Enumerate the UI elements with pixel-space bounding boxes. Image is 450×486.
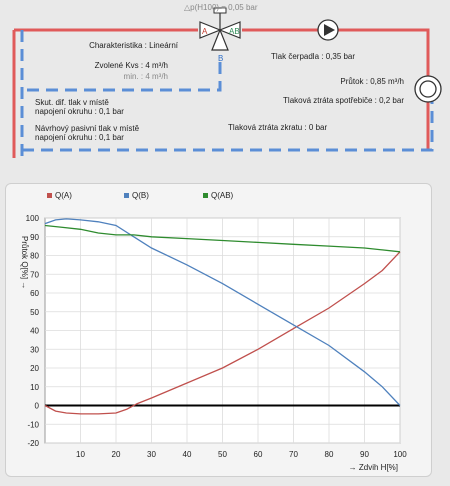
series-line-2 — [44, 218, 401, 406]
kvs-label: Zvolené Kvs : 4 m³/h — [94, 61, 168, 70]
return-pipe-bypass — [22, 62, 222, 92]
legend-item-qab[interactable]: Q(AB) — [203, 191, 233, 201]
consumer-icon[interactable] — [414, 75, 442, 103]
x-tick-label: 10 — [76, 450, 85, 459]
legend-item-qb[interactable]: Q(B) — [124, 191, 149, 201]
bypass-loss-label: Tlaková ztráta zkratu : 0 bar — [228, 123, 328, 132]
legend-swatch-qab — [203, 193, 208, 199]
x-tick-label: 50 — [218, 450, 227, 459]
valve-dp-label: △p(H100) = 0,05 bar — [184, 3, 258, 12]
legend-item-qa[interactable]: Q(A) — [47, 191, 72, 201]
legend-label-qa: Q(A) — [55, 191, 72, 200]
y-tick-label: 50 — [30, 308, 39, 317]
y-tick-label: 100 — [26, 214, 40, 223]
x-tick-label: 60 — [254, 450, 263, 459]
consumer-loss-label: Tlaková ztráta spotřebiče : 0,2 bar — [283, 96, 404, 105]
y-tick-label: 40 — [30, 327, 39, 336]
y-tick-label: -10 — [27, 420, 39, 429]
y-tick-label: 70 — [30, 270, 39, 279]
x-tick-label: 30 — [147, 450, 156, 459]
series-line-1 — [44, 251, 401, 415]
three-way-valve-icon[interactable] — [199, 7, 241, 51]
legend-label-qab: Q(AB) — [211, 191, 234, 200]
design-dp-line1: Návrhový pasivní tlak v místě — [35, 124, 140, 133]
port-b-label: B — [218, 54, 224, 63]
y-axis-label: Průtok Q[%] → — [20, 236, 29, 289]
y-tick-label: 10 — [30, 383, 39, 392]
pump-icon[interactable] — [317, 19, 339, 41]
y-tick-label: 60 — [30, 289, 39, 298]
series-line-3 — [44, 224, 401, 253]
kvs-min-label: min. : 4 m³/h — [123, 72, 168, 81]
x-tick-label: 40 — [183, 450, 192, 459]
x-tick-label: 70 — [289, 450, 298, 459]
x-tick-label: 80 — [325, 450, 334, 459]
legend-swatch-qa — [47, 193, 52, 199]
legend-label-qb: Q(B) — [132, 191, 149, 200]
supply-pipe-top-right — [242, 28, 430, 78]
characteristic-label: Charakteristika : Lineární — [89, 41, 178, 50]
pump-head-label: Tlak čerpadla : 0,35 bar — [271, 52, 356, 61]
x-tick-label: 100 — [393, 450, 407, 459]
y-tick-label: 20 — [30, 364, 39, 373]
return-pipe-bottom — [22, 100, 434, 152]
legend-swatch-qb — [124, 193, 129, 199]
flow-label: Průtok : 0,85 m³/h — [340, 77, 404, 86]
x-tick-label: 20 — [112, 450, 121, 459]
y-tick-label: 90 — [30, 233, 39, 242]
port-ab-label: AB — [229, 27, 240, 36]
y-tick-label: 30 — [30, 345, 39, 354]
port-a-label: A — [202, 27, 208, 36]
actual-dp-line1: Skut. dif. tlak v místě — [35, 98, 109, 107]
x-axis-label: → Zdvih H[%] — [349, 463, 398, 472]
y-tick-label: 0 — [35, 402, 40, 411]
y-tick-label: -20 — [27, 439, 39, 448]
hydraulic-scheme — [12, 7, 442, 158]
design-dp-line2: napojení okruhu : 0,1 bar — [35, 133, 124, 142]
actual-dp-line2: napojení okruhu : 0,1 bar — [35, 107, 124, 116]
y-tick-label: 80 — [30, 252, 39, 261]
x-tick-label: 90 — [360, 450, 369, 459]
